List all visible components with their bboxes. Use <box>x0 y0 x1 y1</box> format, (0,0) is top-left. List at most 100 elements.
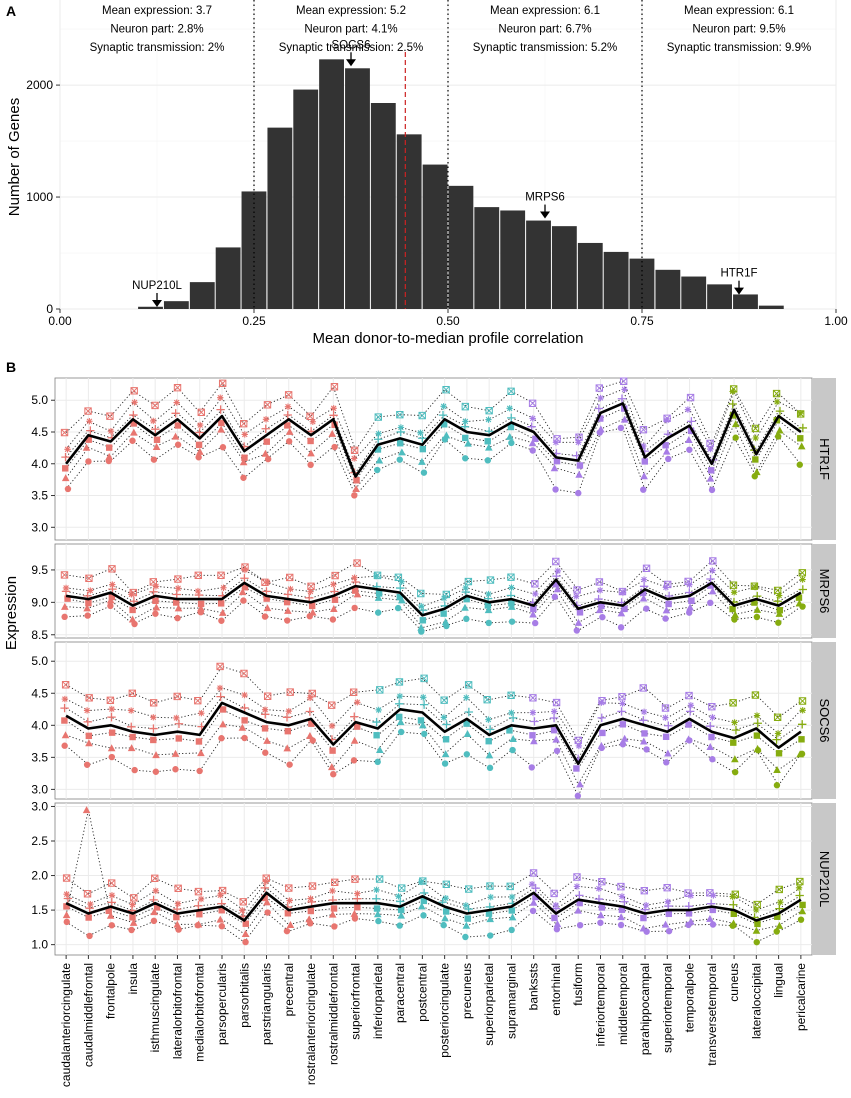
histogram-bar <box>267 127 293 309</box>
donor-point <box>174 719 184 728</box>
donor-point <box>375 590 383 597</box>
donor-point <box>152 887 159 895</box>
donor-point <box>419 445 427 453</box>
donor-point <box>796 877 804 886</box>
donor-point <box>550 889 558 898</box>
donor-point <box>331 571 339 580</box>
donor-point <box>195 428 204 437</box>
donor-point <box>286 761 293 768</box>
donor-point <box>419 877 427 885</box>
quartile-annotation-line: Neuron part: 4.1% <box>304 24 397 36</box>
donor-point <box>598 602 605 610</box>
donor-point <box>529 869 538 877</box>
mean-expression-line <box>65 701 802 766</box>
donor-point <box>573 586 581 594</box>
donor-point <box>753 732 761 739</box>
donor-point <box>284 391 293 399</box>
region-label: temporalpole <box>683 963 697 1033</box>
histogram-ylabel: Number of Genes <box>6 98 23 216</box>
donor-point <box>105 907 112 915</box>
donor-point <box>665 910 673 918</box>
donor-point <box>552 486 559 493</box>
donor-point <box>440 421 448 428</box>
donor-point <box>150 714 157 721</box>
quartile-annotation-line: Mean expression: 3.7 <box>102 5 212 17</box>
donor-point <box>506 405 513 412</box>
donor-point <box>708 702 716 711</box>
donor-point <box>485 751 494 759</box>
expression-ylabel: Expression <box>3 576 20 650</box>
donor-point <box>261 613 269 620</box>
donor-point <box>752 926 761 934</box>
donor-point <box>640 472 648 480</box>
donor-point <box>619 741 627 748</box>
donor-point <box>662 606 671 614</box>
donor-point <box>331 878 339 886</box>
donor-point <box>86 426 95 435</box>
donor-point <box>731 719 738 726</box>
donor-point <box>573 765 580 772</box>
donor-point <box>330 771 337 778</box>
region-label: rostralanteriorcingulate <box>304 963 318 1085</box>
donor-point <box>61 731 70 739</box>
donor-point <box>597 425 605 433</box>
donor-point <box>240 597 247 604</box>
donor-point <box>706 721 715 731</box>
panel-b-label: B <box>6 359 16 375</box>
donor-point <box>284 606 292 614</box>
donor-point <box>220 584 227 591</box>
donor-point <box>598 699 605 706</box>
donor-point <box>353 590 362 598</box>
donor-point <box>709 557 717 565</box>
facet-plot-area <box>54 802 813 956</box>
region-label: parsorbitalis <box>237 963 251 1028</box>
region-label: posteriorcingulate <box>438 963 452 1058</box>
histogram-bar <box>138 306 163 309</box>
donor-point <box>639 924 648 932</box>
donor-line <box>66 575 802 611</box>
donor-point <box>85 914 92 921</box>
donor-point <box>130 428 138 436</box>
donor-point <box>152 751 160 759</box>
donor-point <box>465 885 473 893</box>
donor-point <box>218 735 225 742</box>
donor-point <box>753 613 761 621</box>
donor-point <box>418 603 425 610</box>
donor-point <box>373 886 380 894</box>
donor-point <box>595 384 603 392</box>
donor-point <box>487 893 494 901</box>
donor-point <box>218 419 225 427</box>
donor-point <box>665 600 672 608</box>
x-tick-label: 0.75 <box>630 314 654 328</box>
donor-point <box>240 703 249 713</box>
histogram-bar <box>370 103 396 309</box>
donor-point <box>731 610 739 618</box>
region-label: entorhinal <box>549 963 563 1016</box>
histogram-bar <box>758 305 784 309</box>
donor-point <box>129 733 136 741</box>
donor-point <box>106 696 115 705</box>
donor-point <box>662 615 669 622</box>
donor-point <box>149 699 158 707</box>
donor-point <box>731 890 739 899</box>
donor-point <box>394 573 403 582</box>
donor-point <box>795 884 803 891</box>
donor-point <box>283 927 291 935</box>
y-tick-label: 9.5 <box>31 563 48 577</box>
y-tick-label: 3.0 <box>31 799 48 813</box>
donor-point <box>131 399 138 406</box>
donor-point <box>397 911 406 919</box>
donor-point <box>283 744 292 752</box>
donor-point <box>484 606 493 614</box>
donor-point <box>262 874 270 882</box>
donor-point <box>418 457 426 465</box>
quartile-annotation-line: Neuron part: 9.5% <box>692 24 785 36</box>
donor-point <box>107 879 116 887</box>
donor-point <box>307 437 314 445</box>
donor-point <box>241 563 249 571</box>
donor-point <box>84 407 92 415</box>
donor-point <box>218 608 227 616</box>
donor-point <box>707 582 714 589</box>
donor-point <box>153 904 161 911</box>
donor-point <box>61 474 70 482</box>
